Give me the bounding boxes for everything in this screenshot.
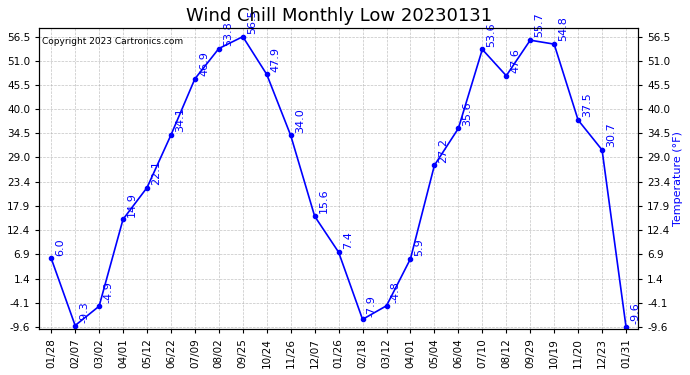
Text: Copyright 2023 Cartronics.com: Copyright 2023 Cartronics.com [42,37,184,46]
Text: 56.5: 56.5 [247,9,257,34]
Text: 55.7: 55.7 [534,13,544,38]
Title: Wind Chill Monthly Low 20230131: Wind Chill Monthly Low 20230131 [186,7,492,25]
Text: 7.4: 7.4 [343,231,353,249]
Text: 5.9: 5.9 [415,238,424,256]
Text: 34.1: 34.1 [175,108,185,132]
Text: 47.6: 47.6 [511,48,520,73]
Text: 53.8: 53.8 [223,21,233,46]
Text: 14.9: 14.9 [127,192,137,216]
Text: -9.3: -9.3 [79,301,89,323]
Text: 30.7: 30.7 [607,122,616,147]
Text: 34.0: 34.0 [295,108,305,133]
Text: 22.1: 22.1 [151,160,161,185]
Text: -7.9: -7.9 [366,295,377,316]
Text: 35.6: 35.6 [462,101,473,126]
Text: 54.8: 54.8 [558,16,569,41]
Y-axis label: Temperature (°F): Temperature (°F) [673,131,683,226]
Text: -9.6: -9.6 [630,302,640,324]
Text: 53.6: 53.6 [486,22,497,46]
Text: 47.9: 47.9 [271,46,281,72]
Text: 46.9: 46.9 [199,51,209,76]
Text: 6.0: 6.0 [55,238,66,256]
Text: -4.9: -4.9 [104,282,113,303]
Text: 37.5: 37.5 [582,93,592,117]
Text: -4.8: -4.8 [391,281,401,303]
Text: 27.2: 27.2 [439,138,449,162]
Text: 15.6: 15.6 [319,189,329,213]
